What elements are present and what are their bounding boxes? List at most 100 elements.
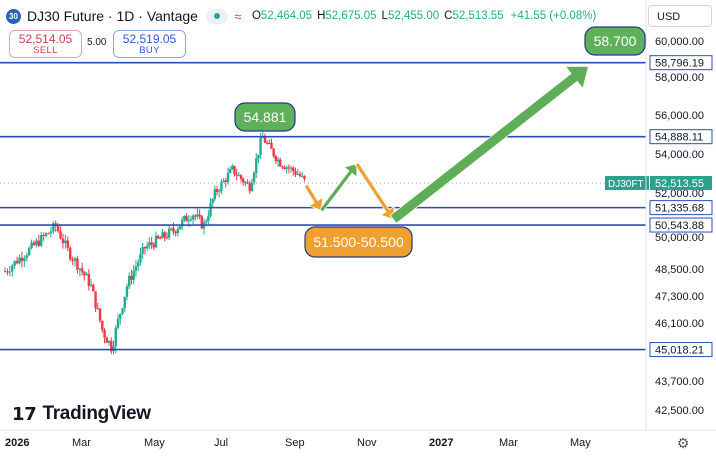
tradingview-logo[interactable]: 𝟭𝟳 TradingView (12, 403, 151, 425)
candle-body (207, 216, 210, 222)
candle-body (294, 171, 297, 175)
candle-body (119, 313, 122, 319)
last-price-label: 52,513.55 (655, 178, 704, 190)
projection-arrow (389, 65, 589, 224)
candle-body (239, 175, 243, 179)
candle-body (185, 215, 188, 222)
candle (163, 231, 166, 242)
candle-body (281, 166, 284, 168)
candle-body (3, 271, 7, 273)
candle (47, 232, 50, 235)
buy-button[interactable]: 52,519.05 BUY (113, 30, 186, 58)
candle (167, 224, 171, 241)
candle (128, 272, 131, 290)
candle (98, 308, 102, 323)
candle (116, 314, 120, 330)
candle-body (257, 154, 260, 159)
candle (145, 241, 149, 251)
candle (37, 234, 41, 248)
candle-body (233, 165, 236, 175)
market-status-icon[interactable] (205, 8, 228, 24)
candle (73, 256, 77, 267)
candle (76, 256, 79, 274)
target-annotation: 58.700 (584, 26, 646, 56)
candle (204, 218, 208, 225)
currency-select[interactable]: USD (648, 5, 712, 27)
candle (268, 139, 271, 144)
time-tick-label: May (570, 437, 591, 449)
candle-body (40, 235, 43, 246)
candle-body (292, 167, 295, 172)
candle (283, 165, 286, 170)
candle-body (263, 137, 267, 143)
candle (114, 325, 117, 354)
time-tick-label: Mar (499, 437, 518, 449)
open-label: O (251, 10, 261, 22)
candle (235, 168, 238, 181)
sell-button[interactable]: 52,514.05 SELL (9, 30, 82, 58)
projection-arrows (303, 65, 589, 224)
candle (222, 178, 225, 183)
gear-icon[interactable]: ⚙ (676, 435, 690, 451)
candle-body (228, 169, 232, 174)
candle-body (52, 223, 55, 232)
candle-body (196, 214, 199, 217)
candle-body (30, 242, 33, 248)
candle (272, 147, 275, 159)
candle-body (237, 175, 241, 177)
candle-body (66, 240, 69, 248)
candle (80, 262, 84, 276)
candle (239, 174, 243, 182)
candle-body (191, 215, 195, 220)
candle-body (272, 148, 275, 157)
candle (59, 226, 62, 240)
candle (132, 264, 135, 285)
low-value: 52,455.00 (387, 10, 440, 22)
candle (215, 185, 219, 196)
candle (94, 291, 97, 312)
candle (123, 296, 126, 313)
tradingview-logo-text: TradingView (42, 403, 151, 424)
close-value: 52,513.55 (452, 10, 504, 22)
candle (44, 232, 48, 238)
candle (105, 336, 108, 343)
symbol-header[interactable]: 30 DJ30 Future · 1D · Vantage ≈ O52,464.… (6, 6, 596, 26)
low-label: L (381, 10, 388, 22)
candle-body (165, 237, 169, 239)
candle (148, 237, 151, 249)
candle-body (13, 260, 16, 266)
candle-body (23, 258, 26, 261)
level-price-badge (649, 342, 713, 358)
candle-body (250, 182, 254, 192)
candle (83, 270, 86, 281)
candle (107, 340, 111, 346)
candle-body (265, 142, 269, 144)
candle-body (283, 167, 286, 169)
candle (250, 178, 254, 192)
candle-body (289, 167, 293, 169)
buy-label: BUY (139, 45, 160, 56)
price-axis[interactable]: 60,000.00 58,000.00 56,000.00 54,000.00 52,0… (605, 0, 716, 430)
last-price-symbol-badge (605, 175, 649, 190)
candle-body (296, 173, 299, 175)
candle (18, 254, 21, 265)
candlestick-series (0, 131, 646, 355)
candle-body (211, 198, 214, 204)
candle (61, 233, 65, 249)
candle (244, 181, 247, 187)
candle (15, 256, 19, 265)
candle (136, 259, 140, 272)
candle (71, 256, 74, 266)
wave-icon[interactable]: ≈ (234, 8, 242, 24)
candle (78, 267, 82, 277)
symbol-title[interactable]: DJ30 Future · 1D · Vantage (27, 8, 198, 24)
candle-body (89, 284, 93, 286)
candle (292, 166, 295, 176)
time-tick-label: Nov (357, 437, 377, 449)
candle-body (15, 260, 19, 264)
candle (220, 178, 223, 195)
candle-body (141, 247, 144, 254)
candle (301, 171, 304, 178)
